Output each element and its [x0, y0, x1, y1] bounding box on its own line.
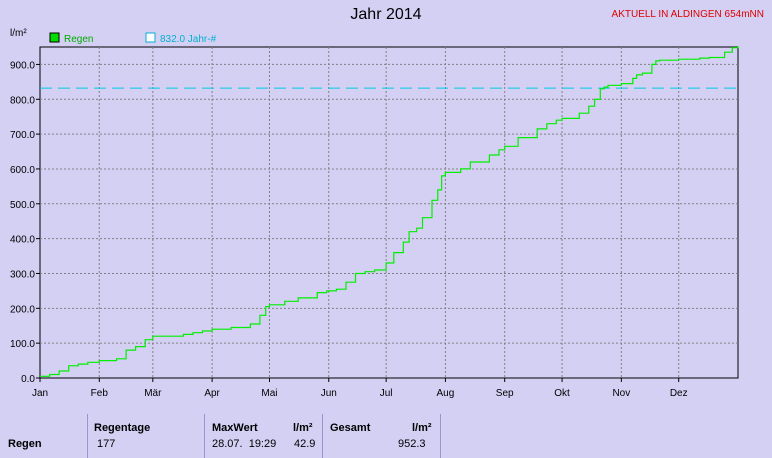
x-tick-label: Nov: [612, 388, 630, 399]
location-label: AKTUELL IN ALDINGEN 654mNN: [611, 9, 764, 20]
rain-chart: l/m² 0.0 100.0 200.0 300.0 400.0 500.0 600.0 70…: [10, 28, 739, 399]
legend-swatch-reference: [145, 32, 156, 43]
x-tick-label: Okt: [554, 388, 570, 399]
x-tick-label: Apr: [204, 388, 220, 399]
maxwert-cell: MaxWert l/m² 28.07. 19:29 42.9: [205, 414, 323, 458]
x-tick-label: Sep: [496, 388, 514, 399]
y-tick-label: 200.0: [10, 304, 35, 315]
regentage-label: Regentage: [94, 422, 151, 434]
grid-lines: [40, 47, 738, 378]
x-tick-label: Aug: [437, 388, 455, 399]
row-label: Regen: [8, 438, 42, 450]
regentage-cell: Regentage 177: [88, 414, 205, 458]
x-tick-label: Jan: [32, 388, 48, 399]
gesamt-label: Gesamt: [330, 422, 371, 434]
y-tick-label: 600.0: [10, 165, 35, 176]
chart-title: Jahr 2014: [350, 6, 422, 23]
gesamt-cell: Gesamt l/m² 952.3: [323, 414, 441, 458]
gesamt-unit: l/m²: [412, 422, 432, 434]
y-tick-label: 0.0: [21, 374, 35, 385]
x-ticks: Jan Feb Mär Apr Mai Jun Jul Aug Sep Okt Nov Dez: [32, 378, 688, 399]
stats-label-cell: Regen: [0, 414, 88, 458]
y-axis-label: l/m²: [10, 28, 27, 39]
stats-table: Regen Regentage 177 MaxWert l/m² 28.07. …: [0, 414, 772, 458]
series-line-regen: [40, 46, 739, 377]
x-tick-label: Jul: [380, 388, 393, 399]
x-tick-label: Mai: [261, 388, 277, 399]
y-tick-label: 100.0: [10, 339, 35, 350]
x-tick-label: Dez: [670, 388, 688, 399]
plot-area: [39, 46, 739, 379]
y-tick-label: 900.0: [10, 60, 35, 71]
x-tick-label: Jun: [321, 388, 337, 399]
legend-label-reference: 832.0 Jahr-#: [160, 34, 217, 45]
regentage-value: 177: [97, 438, 116, 450]
maxwert-datetime: 28.07. 19:29: [212, 438, 277, 450]
maxwert-value: 42.9: [294, 438, 316, 450]
maxwert-unit: l/m²: [293, 422, 313, 434]
legend-label-regen: Regen: [64, 34, 93, 45]
maxwert-label: MaxWert: [212, 422, 258, 434]
gesamt-value: 952.3: [398, 438, 426, 450]
y-tick-label: 500.0: [10, 200, 35, 211]
stats-empty-cell: [441, 414, 772, 458]
y-ticks: 0.0 100.0 200.0 300.0 400.0 500.0 600.0 700.0 80…: [10, 60, 40, 385]
x-tick-label: Feb: [91, 388, 109, 399]
y-tick-label: 800.0: [10, 95, 35, 106]
y-tick-label: 700.0: [10, 130, 35, 141]
y-tick-label: 300.0: [10, 269, 35, 280]
y-tick-label: 400.0: [10, 235, 35, 246]
legend-swatch-regen: [49, 32, 60, 43]
x-tick-label: Mär: [144, 388, 162, 399]
